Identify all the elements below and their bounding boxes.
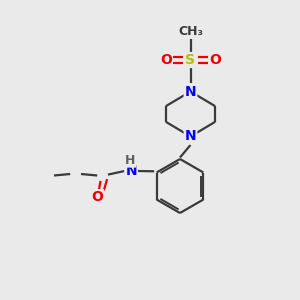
- Text: O: O: [209, 53, 221, 67]
- Text: O: O: [160, 53, 172, 67]
- Text: CH₃: CH₃: [178, 25, 203, 38]
- Text: O: O: [91, 190, 103, 204]
- Text: N: N: [185, 85, 196, 98]
- Text: N: N: [185, 130, 196, 143]
- Text: H: H: [125, 154, 136, 167]
- Text: N: N: [125, 164, 137, 178]
- Text: S: S: [185, 53, 196, 67]
